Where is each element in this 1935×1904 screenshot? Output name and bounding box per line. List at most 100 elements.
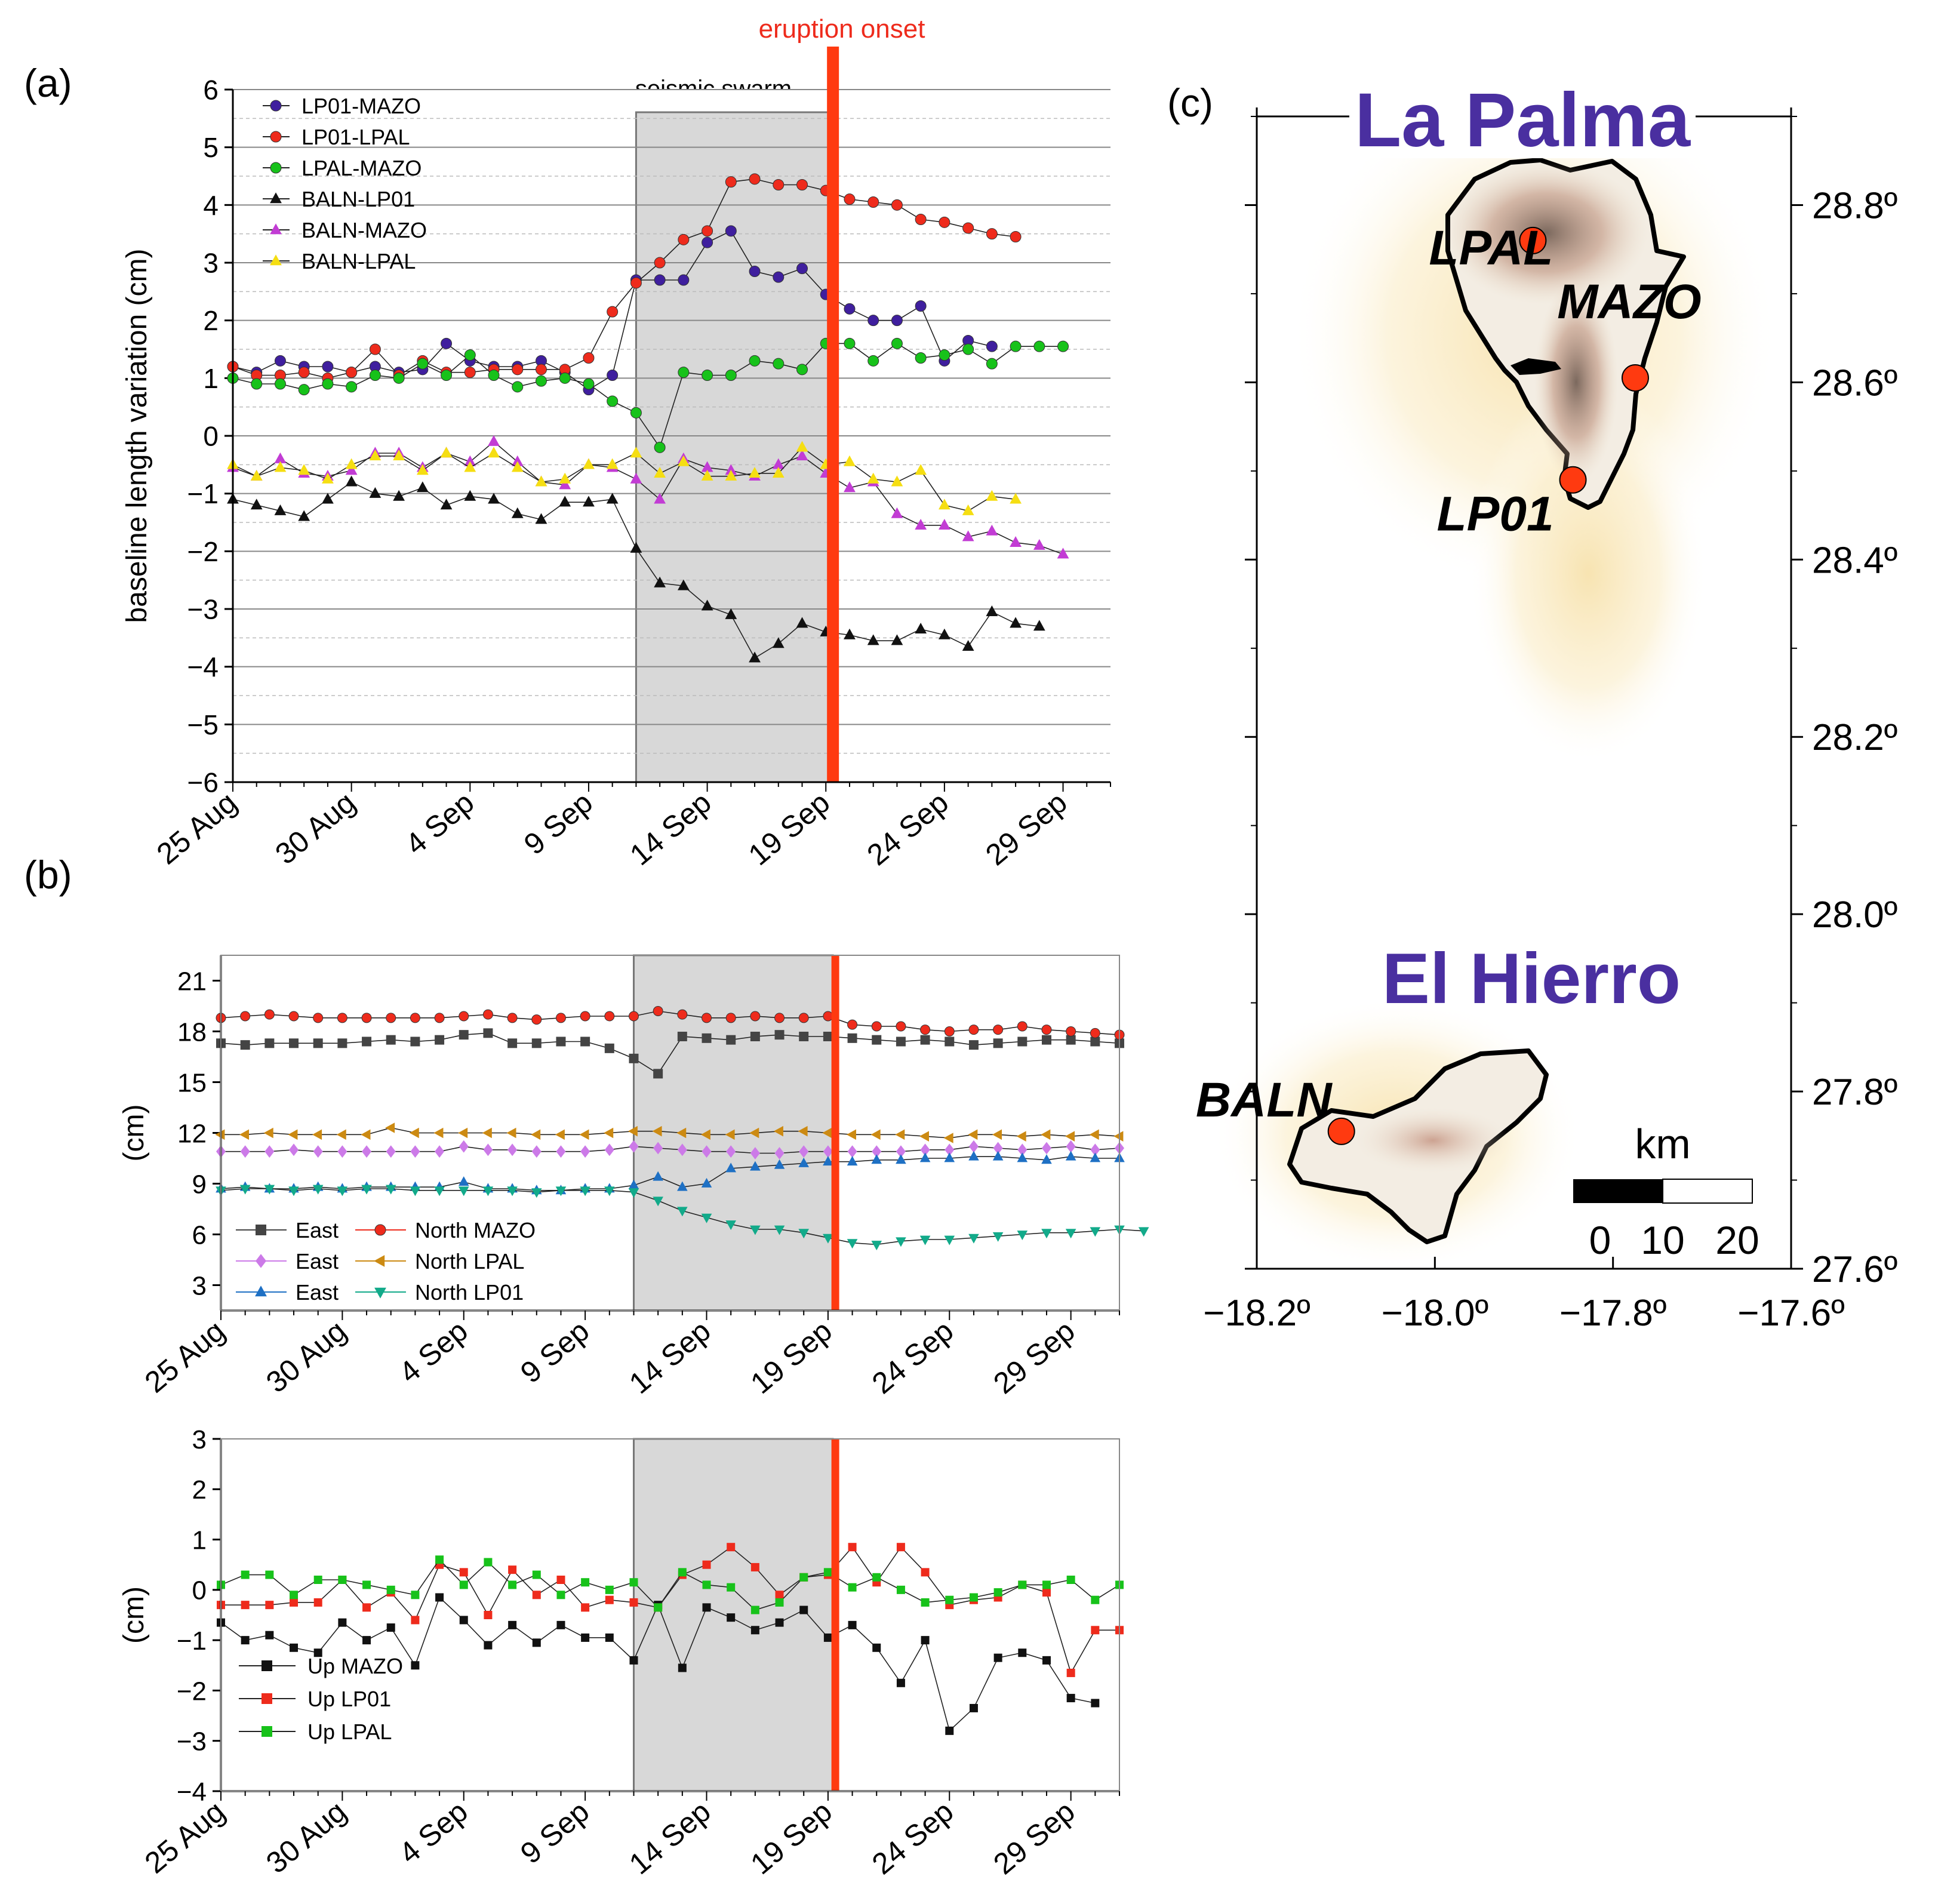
legend-marker: [256, 1254, 266, 1268]
data-point-north-lpal: [1089, 1129, 1099, 1140]
data-point-north-lpal: [700, 1129, 710, 1140]
legend-marker: [255, 1285, 267, 1297]
data-point-up-mazo: [629, 1656, 638, 1665]
data-point-up-lpal: [799, 1573, 808, 1582]
y-tick-label: −4: [177, 1777, 207, 1807]
data-point-north-mazo: [240, 1011, 251, 1022]
data-point-north-lp01: [677, 1207, 688, 1217]
lat-tick-label: 28.8º: [1812, 185, 1897, 226]
legend-label: BALN-MAZO: [302, 218, 427, 242]
data-point-baln-lpal: [583, 458, 595, 469]
x-tick-label: 30 Aug: [260, 1314, 352, 1399]
data-point-lp01-lpal: [512, 364, 524, 376]
data-point-east-lp01: [701, 1177, 712, 1188]
data-point-up-lpal: [241, 1570, 250, 1579]
data-point-north-lp01: [1138, 1227, 1149, 1237]
data-point-north-lp01: [239, 1185, 251, 1195]
data-point-east-mazo: [410, 1036, 420, 1047]
data-point-up-lpal: [581, 1578, 590, 1587]
data-point-east-lp01: [628, 1179, 639, 1189]
data-point-north-mazo: [944, 1026, 955, 1036]
x-tick-label: 14 Sep: [623, 1314, 716, 1401]
scale-tick-20: 20: [1715, 1218, 1759, 1262]
data-point-east-lpal: [313, 1145, 323, 1158]
data-point-north-mazo: [798, 1013, 809, 1023]
x-tick-label: 24 Sep: [861, 786, 955, 872]
data-point-east-mazo: [337, 1038, 347, 1048]
data-point-east-mazo: [726, 1035, 736, 1045]
series-line-lp01-lpal: [232, 179, 1016, 379]
data-point-baln-lpal: [464, 461, 476, 472]
data-point-up-mazo: [605, 1633, 614, 1642]
legend-label: BALN-LP01: [302, 187, 415, 211]
data-point-baln-mazo: [725, 464, 737, 475]
data-point-east-lpal: [1066, 1140, 1076, 1153]
data-point-north-mazo: [410, 1013, 420, 1023]
data-point-north-mazo: [434, 1013, 445, 1023]
data-point-north-lpal: [336, 1129, 346, 1140]
data-point-up-mazo: [1042, 1656, 1051, 1665]
lon-tick-label: −17.8º: [1559, 1293, 1667, 1334]
data-point-up-lp01: [1066, 1668, 1075, 1677]
data-point-up-lpal: [896, 1585, 905, 1594]
x-tick-label: 9 Sep: [514, 1795, 595, 1871]
legend-label: North LPAL: [415, 1249, 524, 1274]
data-point-up-lpal: [945, 1595, 954, 1604]
data-point-up-lpal: [508, 1580, 517, 1589]
data-point-north-lpal: [604, 1127, 614, 1139]
data-point-east-lpal: [774, 1147, 785, 1159]
data-point-up-mazo: [386, 1623, 395, 1632]
data-point-north-lpal: [506, 1127, 516, 1139]
data-point-north-lpal: [627, 1125, 638, 1137]
data-point-lp01-lpal: [962, 222, 974, 234]
scale-tick-10: 10: [1641, 1218, 1684, 1262]
data-point-up-lp01: [484, 1611, 493, 1619]
data-point-north-mazo: [628, 1011, 639, 1022]
chart-panel-a: 6 5 4 3 2 1 0 −1 −2 −3 −4 −5 −625 Aug 30 Aug 4 Sep 9 Se…: [121, 47, 1111, 872]
eruption-onset-label: eruption onset: [759, 14, 925, 44]
chart-panel-b-horizontal: 21 18 15 12 9 6 3 25 Aug 30 Aug 4 Sep 9 Sep 14 Sep 1…: [118, 954, 1149, 1401]
data-point-east-lpal: [945, 1143, 955, 1156]
data-point-north-mazo: [1041, 1025, 1052, 1035]
data-point-east-mazo: [1090, 1036, 1100, 1047]
data-point-east-lpal: [1090, 1143, 1100, 1156]
legend-marker: [270, 254, 282, 266]
data-point-baln-lp01: [393, 490, 405, 501]
data-point-east-lp01: [992, 1151, 1004, 1161]
data-point-baln-lpal: [725, 469, 737, 481]
data-point-east-mazo: [435, 1035, 445, 1045]
data-point-baln-mazo: [274, 452, 287, 463]
data-point-up-lp01: [896, 1543, 905, 1552]
data-point-lpal-mazo: [251, 378, 263, 390]
data-point-baln-lpal: [891, 475, 903, 487]
lon-tick-label: −18.2º: [1203, 1293, 1310, 1334]
data-point-baln-lp01: [511, 507, 524, 518]
x-tick-label: 4 Sep: [393, 1314, 474, 1390]
data-point-north-mazo: [1090, 1028, 1100, 1038]
data-point-up-lpal: [678, 1568, 687, 1577]
data-point-up-lpal: [338, 1576, 347, 1584]
data-point-baln-lp01: [250, 499, 263, 510]
data-point-north-mazo: [920, 1025, 931, 1035]
data-point-north-lp01: [604, 1186, 615, 1196]
data-point-east-lp01: [871, 1154, 882, 1164]
data-point-up-lp01: [313, 1598, 322, 1607]
y-tick-label: 6: [203, 75, 219, 106]
data-point-east-mazo: [896, 1036, 906, 1047]
data-point-baln-lpal: [677, 455, 690, 466]
data-point-north-lp01: [337, 1186, 348, 1196]
lava-flow: [1511, 358, 1561, 375]
data-point-up-lp01: [702, 1560, 711, 1569]
panel-label-a: (a): [24, 61, 72, 105]
data-point-lp01-mazo: [725, 225, 737, 237]
data-point-north-mazo: [531, 1014, 542, 1025]
data-point-east-lpal: [920, 1143, 930, 1156]
data-point-baln-lpal: [867, 472, 879, 484]
y-tick-label: 3: [203, 248, 219, 279]
data-point-up-lpal: [265, 1570, 274, 1579]
data-point-lp01-lpal: [630, 277, 642, 289]
y-tick-label: 21: [177, 967, 207, 996]
data-point-north-lpal: [1016, 1131, 1026, 1142]
data-point-north-mazo: [774, 1013, 785, 1023]
data-point-east-lp01: [774, 1159, 785, 1169]
